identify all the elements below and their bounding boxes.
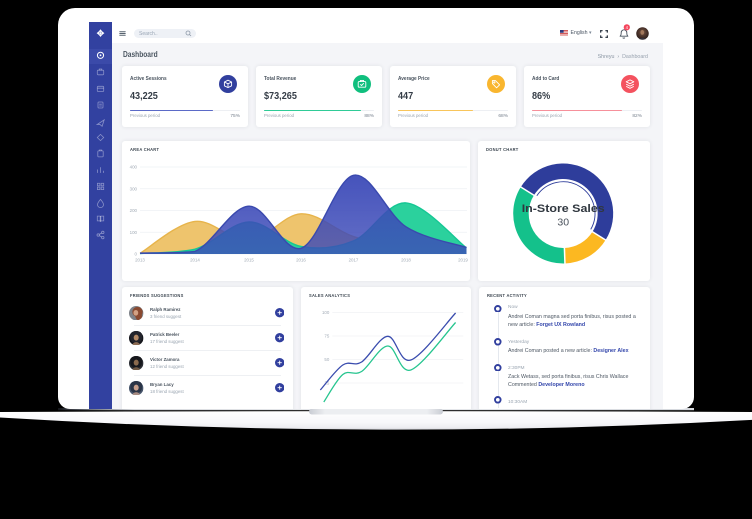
svg-text:50: 50 [324, 357, 329, 362]
svg-text:30: 30 [558, 217, 570, 229]
svg-text:2019: 2019 [458, 258, 468, 263]
svg-text:2016: 2016 [296, 258, 306, 263]
svg-text:25: 25 [324, 381, 329, 386]
svg-text:In-Store Sales: In-Store Sales [522, 203, 605, 215]
svg-text:300: 300 [130, 186, 138, 191]
svg-text:2014: 2014 [190, 258, 200, 263]
svg-text:2018: 2018 [401, 258, 411, 263]
svg-text:100: 100 [322, 310, 330, 315]
svg-text:2013: 2013 [135, 258, 145, 263]
svg-text:100: 100 [130, 230, 138, 235]
svg-text:2015: 2015 [244, 258, 254, 263]
svg-text:2017: 2017 [349, 258, 359, 263]
svg-text:200: 200 [130, 208, 138, 213]
svg-text:75: 75 [324, 334, 329, 339]
svg-text:0: 0 [135, 252, 138, 257]
svg-text:400: 400 [130, 165, 138, 170]
svg-text:4: 4 [626, 25, 629, 30]
